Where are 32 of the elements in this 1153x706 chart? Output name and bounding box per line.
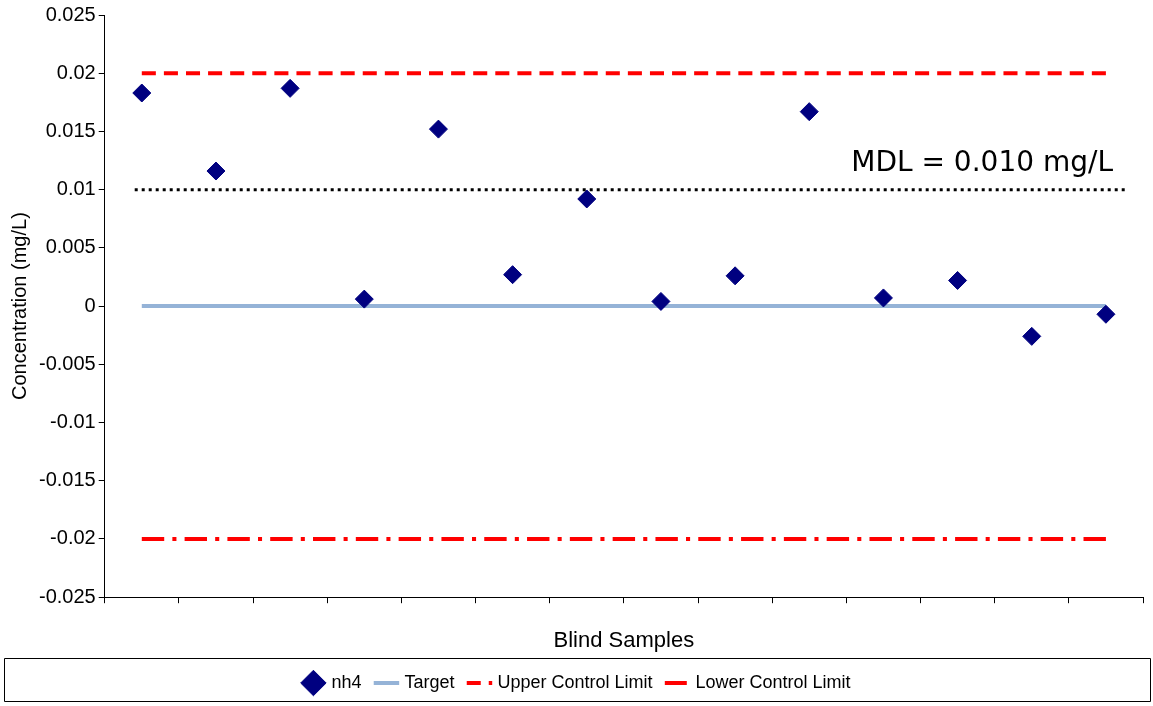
point	[354, 289, 374, 309]
point	[799, 102, 819, 122]
point	[873, 288, 893, 308]
point	[206, 161, 226, 181]
y-tick-label: 0.01	[56, 177, 96, 200]
y-tick-label: 0.025	[45, 2, 96, 25]
y-tick-label: 0.005	[45, 235, 96, 258]
point	[948, 270, 968, 290]
legend-label: nh4	[331, 671, 362, 692]
point	[577, 189, 597, 209]
legend-label: Target	[404, 671, 455, 692]
point	[651, 291, 671, 311]
y-tick-label: -0.025	[38, 584, 96, 607]
y-tick-label: -0.01	[50, 410, 96, 433]
y-axis-title: Concentration (mg/L)	[7, 212, 30, 401]
y-tick-label: 0.02	[56, 60, 96, 83]
point	[503, 265, 523, 285]
x-axis-title: Blind Samples	[553, 626, 695, 652]
y-tick-label: -0.005	[38, 351, 96, 374]
y-tick-label: -0.02	[50, 526, 96, 549]
point	[1022, 326, 1042, 346]
point	[280, 78, 300, 98]
point	[428, 119, 448, 139]
legend-label: Upper Control Limit	[497, 671, 653, 692]
y-tick-label: 0	[84, 293, 96, 316]
y-tick-label: -0.015	[38, 468, 96, 491]
y-tick-label: 0.015	[45, 118, 96, 141]
point	[132, 83, 152, 103]
point	[725, 266, 745, 286]
ref-line-label: MDL = 0.010 mg/L	[851, 144, 1114, 178]
point	[1096, 304, 1116, 324]
legend-label: Lower Control Limit	[695, 671, 851, 692]
